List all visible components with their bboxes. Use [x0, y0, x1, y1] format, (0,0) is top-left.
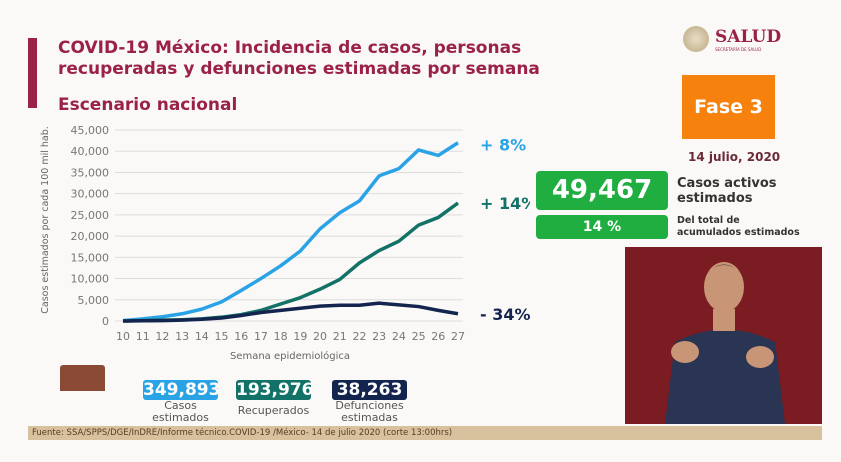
- date: 14 julio, 2020: [688, 150, 781, 164]
- line-chart: 0 5,000 10,000 15,000 20,000 25,000 30,000 35,0…: [40, 124, 530, 362]
- x-tick-label: 17: [254, 330, 268, 343]
- active-percent-label: Del total de acumulados estimados: [677, 215, 800, 238]
- y-tick-label: 0: [102, 315, 109, 328]
- y-tick-label: 5,000: [78, 294, 110, 307]
- x-tick-label: 11: [136, 330, 150, 343]
- x-tick-label: 20: [313, 330, 327, 343]
- y-tick-label: 40,000: [71, 145, 110, 158]
- active-cases-label: Casos activos estimados: [677, 176, 777, 206]
- total-cases: 349,893 Casos estimados: [143, 380, 221, 424]
- y-tick-label: 35,000: [71, 166, 110, 179]
- series-line-0: [122, 141, 459, 323]
- active-percent-value: 14 %: [536, 215, 668, 239]
- y-tick-label: 25,000: [71, 209, 110, 222]
- y-axis-label: Casos estimados por cada 100 mil hab.: [40, 126, 51, 314]
- x-tick-label: 23: [372, 330, 386, 343]
- x-tick-label: 14: [195, 330, 209, 343]
- seal-icon: [683, 26, 709, 52]
- total-deaths: 38,263 Defunciones estimadas: [332, 380, 407, 424]
- y-tick-label: 45,000: [71, 124, 110, 137]
- y-tick-label: 20,000: [71, 230, 110, 243]
- page-title: COVID-19 México: Incidencia de casos, pe…: [58, 38, 540, 79]
- page-subtitle: Escenario nacional: [58, 95, 238, 115]
- x-tick-label: 26: [431, 330, 445, 343]
- series-change-label: - 34%: [480, 305, 530, 324]
- total-recovered: 193,976 Recuperados: [236, 380, 314, 417]
- x-tick-label: 19: [293, 330, 307, 343]
- salud-logo: SALUD SECRETARÍA DE SALUD: [683, 26, 781, 52]
- x-tick-label: 27: [451, 330, 465, 343]
- heroes-logo-icon: [60, 365, 105, 391]
- x-tick-label: 24: [392, 330, 406, 343]
- y-tick-label: 15,000: [71, 251, 110, 264]
- x-tick-label: 16: [234, 330, 248, 343]
- x-axis-label: Semana epidemiológica: [230, 350, 350, 362]
- interpreter-video: [625, 247, 822, 424]
- y-tick-label: 10,000: [71, 273, 110, 286]
- active-cases-value: 49,467: [536, 171, 668, 210]
- phase-badge: Fase 3: [682, 75, 775, 139]
- x-tick-label: 10: [116, 330, 130, 343]
- x-tick-label: 13: [175, 330, 189, 343]
- x-tick-label: 12: [155, 330, 169, 343]
- x-tick-label: 18: [274, 330, 288, 343]
- accent-bar: [28, 38, 37, 108]
- y-tick-label: 30,000: [71, 188, 110, 201]
- series-line-1: [122, 201, 460, 323]
- series-change-label: + 8%: [480, 136, 526, 155]
- series-line-2: [122, 301, 459, 323]
- x-tick-label: 21: [333, 330, 347, 343]
- x-tick-label: 25: [412, 330, 426, 343]
- person-figure: [665, 262, 785, 424]
- x-tick-label: 15: [215, 330, 229, 343]
- source-footer: Fuente: SSA/SPPS/DGE/InDRE/Informe técni…: [28, 426, 822, 440]
- x-tick-label: 22: [352, 330, 366, 343]
- series-change-label: + 14%: [480, 194, 530, 213]
